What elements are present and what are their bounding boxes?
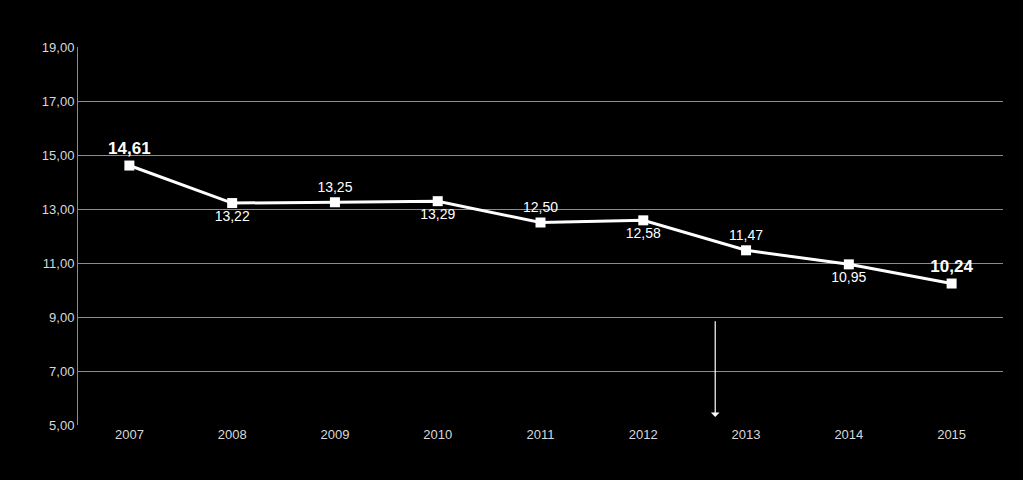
svg-text:2007: 2007 [115,427,144,442]
svg-text:2010: 2010 [423,427,452,442]
svg-text:13,22: 13,22 [215,208,250,224]
svg-text:13,25: 13,25 [317,179,352,195]
svg-text:2014: 2014 [834,427,863,442]
svg-text:2011: 2011 [527,427,555,442]
svg-text:7,00: 7,00 [49,364,74,379]
svg-text:17,00: 17,00 [42,94,75,109]
svg-text:15,00: 15,00 [42,148,75,163]
svg-text:9,00: 9,00 [49,310,74,325]
svg-text:12,58: 12,58 [626,225,661,241]
svg-text:13,00: 13,00 [42,202,75,217]
svg-text:2012: 2012 [629,427,658,442]
svg-text:14,61: 14,61 [108,139,151,158]
svg-text:12,50: 12,50 [523,199,558,215]
svg-text:11,47: 11,47 [729,227,763,243]
svg-text:2009: 2009 [320,427,349,442]
svg-text:10,24: 10,24 [930,257,973,276]
svg-text:19,00: 19,00 [42,40,75,55]
svg-text:10,95: 10,95 [831,269,866,285]
svg-text:2015: 2015 [937,427,966,442]
svg-text:11,00: 11,00 [43,256,75,271]
svg-text:2013: 2013 [732,427,761,442]
svg-text:2008: 2008 [218,427,247,442]
svg-text:5,00: 5,00 [49,418,74,433]
svg-text:13,29: 13,29 [420,206,455,222]
